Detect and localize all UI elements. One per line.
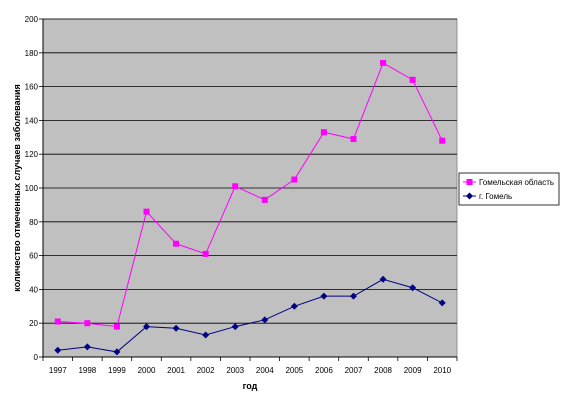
y-tick-label: 20 [29,319,38,328]
y-tick-label: 160 [25,83,39,92]
data-point [143,323,150,331]
data-point [350,292,357,300]
y-axis-title: количество отмеченных случаев заболевани… [12,84,22,292]
series-line [57,62,443,328]
data-point [232,183,239,190]
legend-label: г. Гомель [479,192,512,201]
data-point [438,299,446,307]
data-point [113,323,120,330]
data-point [409,76,416,83]
legend-swatch-marker [466,192,473,200]
data-point [291,176,298,183]
data-point [261,316,269,324]
x-tick-label: 2004 [256,366,274,375]
series-2 [54,275,446,356]
x-tick-label: 2002 [197,366,215,375]
y-tick-label: 180 [25,49,39,58]
x-axis-title: год [243,381,258,391]
gridlines [39,18,457,358]
data-point [113,348,121,356]
x-tick-label: 2009 [404,366,422,375]
data-point [202,250,209,257]
y-tick-label: 80 [29,218,38,227]
legend-item: Гомельская область [463,178,554,187]
legend: Гомельская область г. Гомель [458,172,560,206]
x-tick-label: 2007 [345,366,363,375]
legend-label: Гомельская область [479,178,554,187]
y-tick-label: 120 [25,150,39,159]
x-tick-label: 2001 [167,366,185,375]
data-point [202,331,210,339]
x-tick-label: 1998 [78,366,96,375]
data-point [143,208,150,215]
x-tick-label: 2003 [226,366,244,375]
x-tick-label: 2005 [285,366,303,375]
x-tick-label: 1997 [49,366,67,375]
data-point [290,302,298,310]
y-tick-label: 140 [25,116,39,125]
data-point [379,275,387,283]
y-tick-label: 60 [29,252,38,261]
data-point [172,324,180,332]
y-tick-label: 200 [25,15,39,24]
data-point [231,323,239,331]
tick-labels: 0 20 40 60 80 100 120 140 160 180 200 1997 1998 1999 2… [25,15,452,375]
data-point [350,135,357,142]
y-tick-label: 100 [25,184,39,193]
data-point [84,320,91,327]
data-point [54,318,61,325]
x-tick-label: 1999 [108,366,126,375]
data-point [320,292,328,300]
y-tick-label: 0 [34,353,39,362]
x-tick-label: 2010 [433,366,451,375]
y-tick-label: 40 [29,285,38,294]
data-point [320,129,327,136]
series-group [54,59,446,356]
x-tick-label: 2006 [315,366,333,375]
series-line [57,278,443,353]
data-point [261,196,268,203]
legend-item: г. Гомель [463,192,512,201]
data-point [83,343,91,351]
data-point [439,137,446,144]
data-point [409,284,417,292]
data-point [173,240,180,247]
x-tick-label: 2008 [374,366,392,375]
data-point [380,59,387,66]
data-point [54,346,62,354]
axes [42,19,458,361]
series-1 [54,59,446,330]
legend-swatch-marker [466,179,473,185]
legend-box [458,172,560,206]
x-tick-label: 2000 [138,366,156,375]
